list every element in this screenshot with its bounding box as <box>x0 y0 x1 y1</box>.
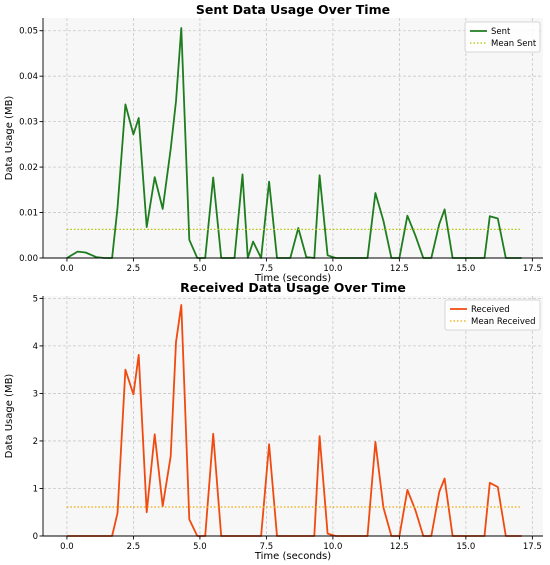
legend-entry-label: Mean Received <box>471 317 536 327</box>
y-tick-label: 0.01 <box>19 209 38 219</box>
chart-title: Sent Data Usage Over Time <box>196 2 390 17</box>
legend-box <box>464 21 541 53</box>
y-axis-label: Data Usage (MB) <box>4 374 15 459</box>
chart-title: Received Data Usage Over Time <box>180 280 406 295</box>
x-tick-label: 17.5 <box>523 264 542 274</box>
x-tick-label: 0.0 <box>60 542 74 552</box>
x-tick-label: 15.0 <box>456 542 475 552</box>
y-tick-label: 0.04 <box>19 72 38 82</box>
x-tick-label: 5.0 <box>193 542 207 552</box>
x-tick-label: 17.5 <box>523 542 542 552</box>
y-tick-label: 0 <box>33 532 38 542</box>
y-tick-label: 0.03 <box>19 118 38 128</box>
legend-entry-label: Mean Sent <box>491 39 537 49</box>
legend-box <box>444 299 541 331</box>
x-tick-label: 5.0 <box>193 264 207 274</box>
legend-entry-label: Sent <box>491 27 511 37</box>
y-tick-label: 5 <box>33 294 38 304</box>
x-axis-label: Time (seconds) <box>254 551 331 562</box>
plot-area <box>43 296 543 536</box>
x-tick-label: 2.5 <box>127 264 141 274</box>
x-tick-label: 7.5 <box>260 542 274 552</box>
x-axis-label: Time (seconds) <box>254 273 331 284</box>
x-tick-label: 10.0 <box>323 264 342 274</box>
y-tick-label: 0.05 <box>19 27 38 37</box>
y-tick-label: 1 <box>33 484 38 494</box>
x-tick-label: 2.5 <box>127 542 141 552</box>
x-tick-label: 7.5 <box>260 264 274 274</box>
y-tick-label: 3 <box>33 389 38 399</box>
y-tick-label: 0.00 <box>19 254 38 264</box>
legend: Sent Mean Sent <box>464 21 541 53</box>
legend: Received Mean Received <box>444 299 541 331</box>
y-tick-label: 4 <box>33 342 38 352</box>
y-tick-label: 2 <box>33 437 38 447</box>
x-tick-label: 12.5 <box>390 264 409 274</box>
y-tick-label: 0.02 <box>19 163 38 173</box>
legend-entry-label: Received <box>471 305 510 315</box>
x-tick-label: 0.0 <box>60 264 74 274</box>
x-tick-label: 10.0 <box>323 542 342 552</box>
chart-panel-1: 0.0 2.5 5.0 7.5 10.0 12.5 15.0 17.5 0 1 2 3 4 5 Receiv… <box>4 280 543 562</box>
chart-panel-0: 0.0 2.5 5.0 7.5 10.0 12.5 15.0 17.5 0.00 0.01 0.02… <box>4 2 543 284</box>
x-tick-label: 12.5 <box>390 542 409 552</box>
y-axis-label: Data Usage (MB) <box>4 96 15 181</box>
x-tick-label: 15.0 <box>456 264 475 274</box>
plot-area <box>43 18 543 258</box>
